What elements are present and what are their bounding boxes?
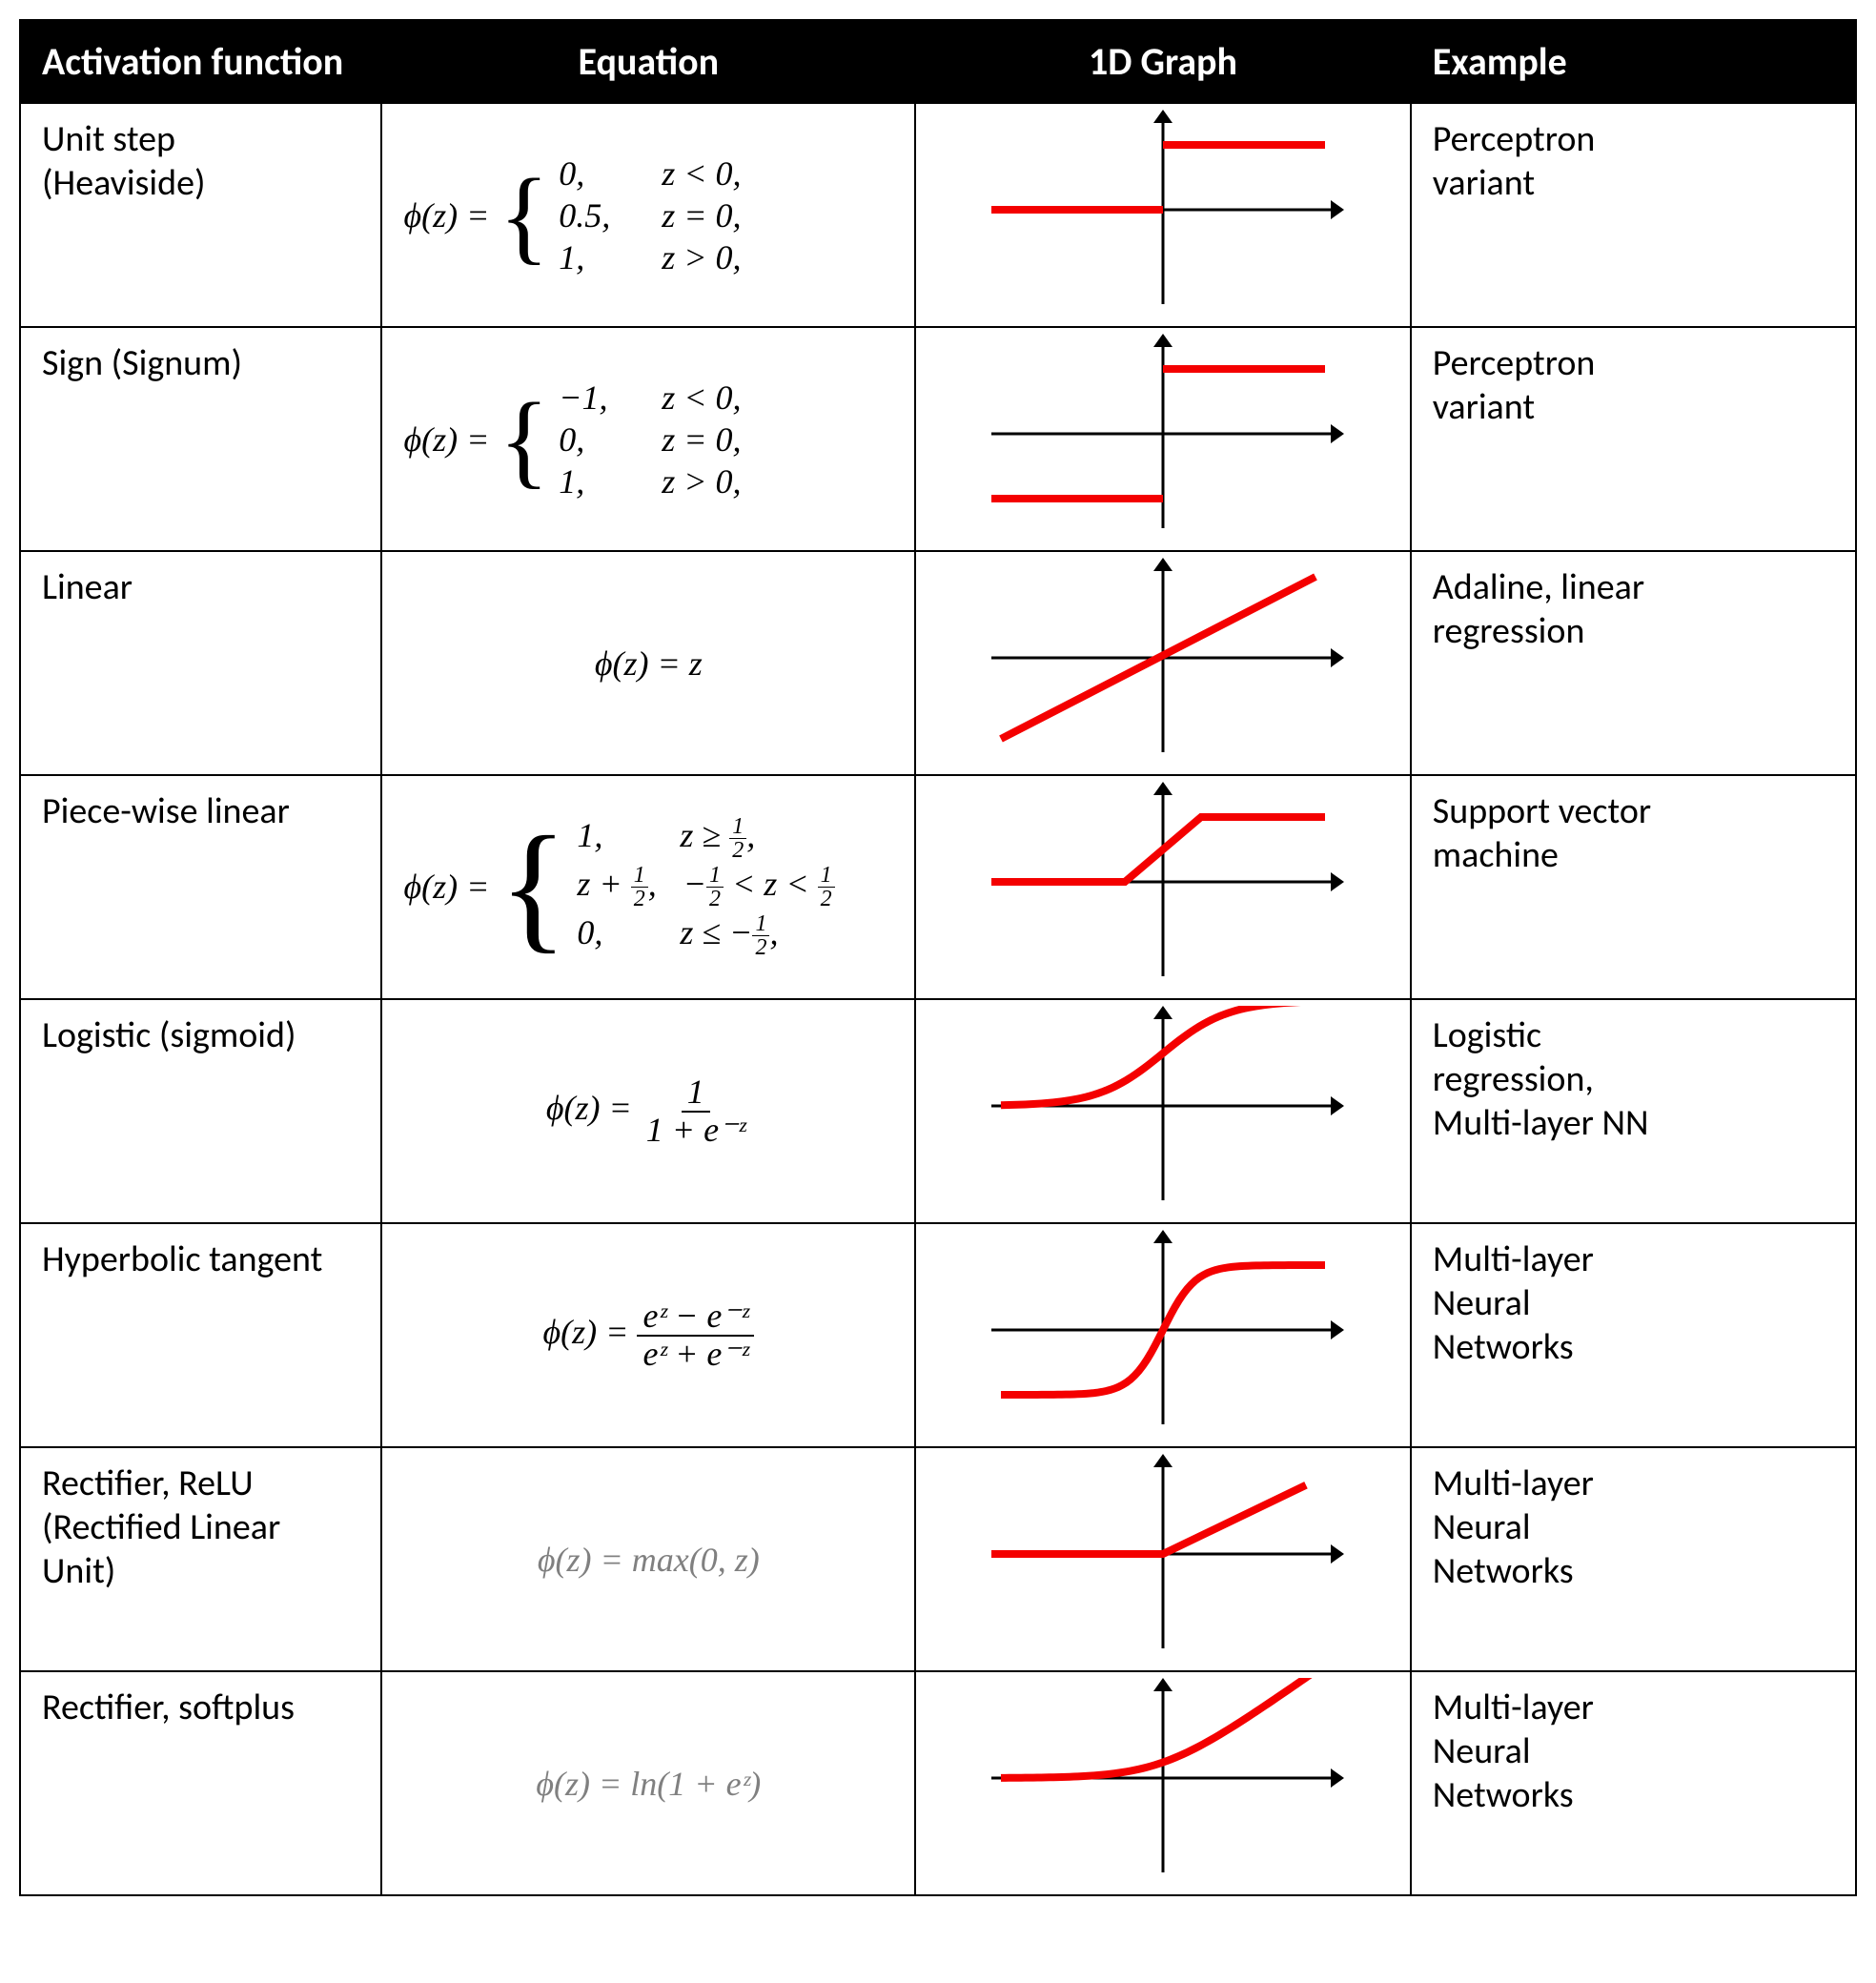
header-name: Activation function — [20, 20, 381, 103]
cell-graph — [915, 103, 1411, 327]
cell-name: Piece-wise linear — [20, 775, 381, 999]
cell-name: Rectifier, softplus — [20, 1671, 381, 1895]
cell-equation: ϕ(z) = 11 + e⁻ᶻ — [381, 999, 915, 1223]
graph-linear — [982, 558, 1344, 758]
cell-example: Perceptronvariant — [1411, 327, 1856, 551]
graph-sigmoid — [982, 1006, 1344, 1206]
header-equation: Equation — [381, 20, 915, 103]
graph-relu — [982, 1454, 1344, 1654]
cell-equation: ϕ(z) = {−1,z < 0,0,z = 0,1,z > 0, — [381, 327, 915, 551]
cell-example: Multi-layerNeuralNetworks — [1411, 1671, 1856, 1895]
cell-equation: ϕ(z) = eᶻ − e⁻ᶻeᶻ + e⁻ᶻ — [381, 1223, 915, 1447]
cell-example: Perceptronvariant — [1411, 103, 1856, 327]
cell-graph — [915, 1223, 1411, 1447]
cell-example: Multi-layerNeuralNetworks — [1411, 1223, 1856, 1447]
cell-example: Logisticregression,Multi-layer NN — [1411, 999, 1856, 1223]
cell-graph — [915, 999, 1411, 1223]
cell-name: Hyperbolic tangent — [20, 1223, 381, 1447]
table-row: Piece-wise linear ϕ(z) = { 1,z ≥ 12, z +… — [20, 775, 1856, 999]
cell-graph — [915, 775, 1411, 999]
cell-graph — [915, 327, 1411, 551]
table-row: Sign (Signum) ϕ(z) = {−1,z < 0,0,z = 0,1… — [20, 327, 1856, 551]
cell-equation: ϕ(z) = {0,z < 0,0.5,z = 0,1,z > 0, — [381, 103, 915, 327]
cell-name: Unit step(Heaviside) — [20, 103, 381, 327]
cell-graph — [915, 551, 1411, 775]
cell-name: Sign (Signum) — [20, 327, 381, 551]
header-graph: 1D Graph — [915, 20, 1411, 103]
graph-step — [982, 334, 1344, 534]
graph-softplus — [982, 1678, 1344, 1878]
header-row: Activation function Equation 1D Graph Ex… — [20, 20, 1856, 103]
cell-graph — [915, 1671, 1411, 1895]
cell-name: Rectifier, ReLU(Rectified LinearUnit) — [20, 1447, 381, 1671]
table-row: Rectifier, ReLU(Rectified LinearUnit) ϕ(… — [20, 1447, 1856, 1671]
cell-example: Adaline, linearregression — [1411, 551, 1856, 775]
header-example: Example — [1411, 20, 1856, 103]
cell-equation: ϕ(z) = { 1,z ≥ 12, z + 12,−12 < z < 12 0… — [381, 775, 915, 999]
cell-equation: ϕ(z) = max(0, z) — [381, 1447, 915, 1671]
graph-piecewise — [982, 782, 1344, 982]
graph-step — [982, 110, 1344, 310]
activation-functions-table: Activation function Equation 1D Graph Ex… — [19, 19, 1857, 1896]
cell-equation: ϕ(z) = ln(1 + eᶻ) — [381, 1671, 915, 1895]
cell-equation: ϕ(z) = z — [381, 551, 915, 775]
cell-example: Support vectormachine — [1411, 775, 1856, 999]
table-row: Unit step(Heaviside) ϕ(z) = {0,z < 0,0.5… — [20, 103, 1856, 327]
cell-name: Logistic (sigmoid) — [20, 999, 381, 1223]
table-row: Linear ϕ(z) = z Adaline, linearregressio… — [20, 551, 1856, 775]
cell-graph — [915, 1447, 1411, 1671]
graph-tanh — [982, 1230, 1344, 1430]
table-row: Rectifier, softplus ϕ(z) = ln(1 + eᶻ) Mu… — [20, 1671, 1856, 1895]
table-row: Logistic (sigmoid) ϕ(z) = 11 + e⁻ᶻ Logis… — [20, 999, 1856, 1223]
table-row: Hyperbolic tangent ϕ(z) = eᶻ − e⁻ᶻeᶻ + e… — [20, 1223, 1856, 1447]
cell-name: Linear — [20, 551, 381, 775]
cell-example: Multi-layerNeuralNetworks — [1411, 1447, 1856, 1671]
